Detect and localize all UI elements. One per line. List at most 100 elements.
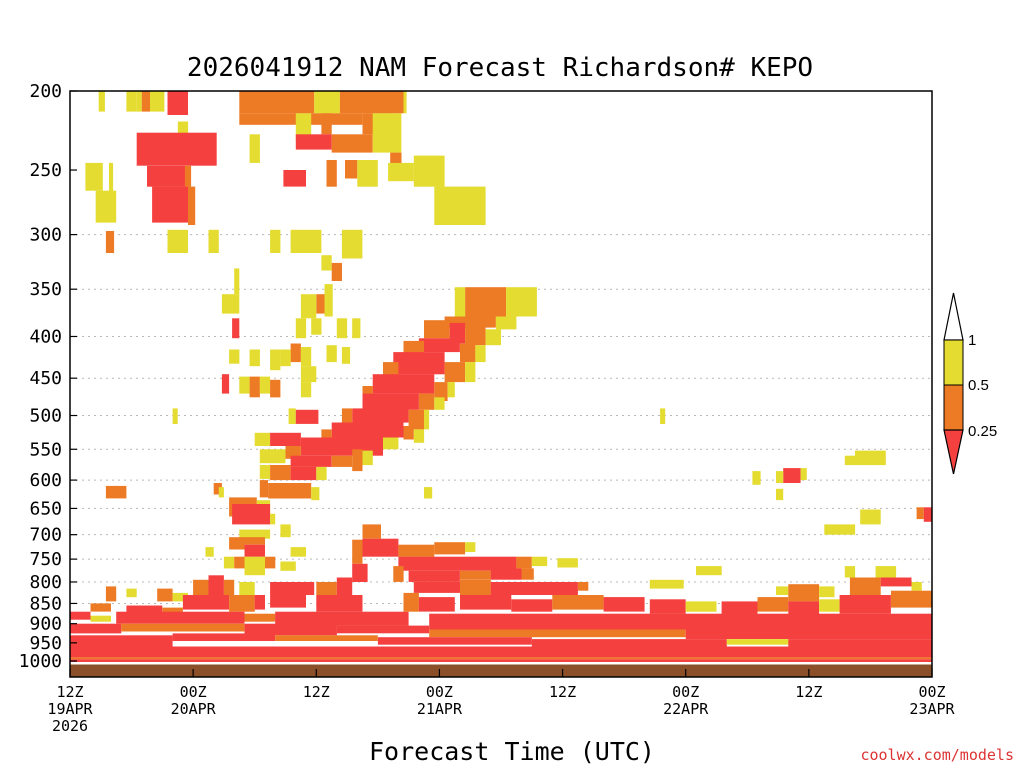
x-tick-label: 23APR bbox=[909, 700, 955, 718]
ri-cell bbox=[321, 255, 332, 271]
ri-cell bbox=[516, 556, 532, 569]
ri-cell bbox=[249, 134, 260, 163]
ri-cell bbox=[429, 629, 686, 638]
richardson-cells bbox=[70, 91, 932, 662]
x-tick-label: 00Z bbox=[918, 683, 945, 701]
ri-cell bbox=[362, 538, 399, 557]
ri-cell bbox=[398, 556, 517, 571]
ri-cell bbox=[521, 568, 534, 580]
ri-cell bbox=[162, 607, 183, 616]
ri-cell bbox=[109, 162, 114, 198]
ri-cell bbox=[578, 582, 589, 591]
ri-cell bbox=[800, 468, 807, 481]
ri-cell bbox=[234, 556, 245, 569]
ri-cell bbox=[336, 577, 353, 595]
ri-cell bbox=[377, 637, 532, 645]
y-tick-label: 900 bbox=[29, 614, 62, 635]
y-tick-label: 950 bbox=[29, 633, 62, 654]
ri-cell bbox=[345, 160, 358, 179]
credit-text[interactable]: coolwx.com/models bbox=[860, 746, 1014, 764]
ri-cell bbox=[844, 566, 856, 578]
ri-cell bbox=[316, 294, 325, 314]
legend-swatch-025-05 bbox=[943, 384, 964, 431]
ri-cell bbox=[788, 601, 820, 616]
ri-cell bbox=[311, 487, 320, 501]
ri-cell bbox=[126, 605, 163, 616]
ri-cell bbox=[331, 422, 404, 438]
y-tick-label: 1000 bbox=[19, 651, 62, 672]
y-tick-label: 850 bbox=[29, 593, 62, 614]
ri-cell bbox=[696, 566, 722, 576]
ri-cell bbox=[270, 595, 306, 608]
ri-cell bbox=[531, 556, 548, 567]
x-tick-label: 12Z bbox=[56, 683, 83, 701]
ri-cell bbox=[413, 429, 425, 443]
ri-cell bbox=[280, 561, 296, 571]
ri-cell bbox=[126, 588, 137, 598]
x-tick-label: 21APR bbox=[417, 700, 463, 718]
x-tick-label: 00Z bbox=[180, 683, 207, 701]
ri-cell bbox=[90, 603, 111, 612]
y-tick-label: 800 bbox=[29, 572, 62, 593]
x-tick-label: 2026 bbox=[52, 717, 88, 735]
ri-cell bbox=[475, 345, 486, 363]
ri-cell bbox=[776, 586, 789, 595]
ri-cell bbox=[244, 623, 337, 636]
ri-cell bbox=[141, 91, 150, 112]
ri-cell bbox=[649, 599, 686, 614]
ri-cell bbox=[270, 465, 291, 481]
ri-cell bbox=[824, 524, 856, 535]
ri-cell bbox=[757, 597, 789, 612]
ri-cell bbox=[300, 294, 317, 319]
ri-cell bbox=[485, 329, 501, 346]
y-axis: 200 250 300 350 400 450 500 550 600 650 700 7508008… bbox=[19, 81, 77, 672]
ri-cell bbox=[270, 349, 281, 371]
ri-cell bbox=[465, 542, 476, 552]
ri-cell bbox=[70, 635, 173, 647]
ri-cell bbox=[121, 623, 245, 632]
ri-cell bbox=[460, 570, 491, 580]
ri-cell bbox=[326, 345, 337, 363]
ri-cell bbox=[105, 231, 115, 253]
ri-cell bbox=[408, 409, 424, 430]
ri-cell bbox=[465, 327, 486, 346]
ri-cell bbox=[331, 134, 373, 153]
ri-cell bbox=[413, 155, 445, 187]
ri-cell bbox=[362, 450, 373, 466]
ri-cell bbox=[424, 320, 450, 339]
ri-cell bbox=[321, 113, 332, 135]
ri-cell bbox=[372, 374, 435, 394]
ri-cell bbox=[649, 579, 684, 589]
ri-cell bbox=[275, 611, 409, 626]
ri-cell bbox=[239, 529, 271, 539]
ri-cell bbox=[839, 595, 891, 614]
ri-cell bbox=[167, 91, 188, 115]
ri-cell bbox=[316, 582, 337, 595]
ri-cell bbox=[324, 284, 333, 317]
ri-cell bbox=[531, 639, 727, 649]
ri-cell bbox=[167, 229, 188, 253]
legend-label: 0.5 bbox=[968, 377, 989, 394]
y-tick-label: 500 bbox=[29, 406, 62, 427]
ri-cell bbox=[285, 446, 301, 459]
x-tick-label: 20APR bbox=[171, 700, 217, 718]
ri-cell bbox=[239, 582, 255, 595]
ri-cell bbox=[875, 566, 897, 578]
ri-cell bbox=[352, 539, 363, 564]
ri-cell bbox=[357, 160, 378, 187]
ri-cell bbox=[295, 318, 307, 339]
ri-cell bbox=[721, 601, 758, 616]
ri-cell bbox=[270, 229, 281, 253]
x-tick-label: 22APR bbox=[663, 700, 709, 718]
ri-cell bbox=[341, 229, 363, 259]
ri-cell bbox=[460, 343, 476, 363]
ri-cell bbox=[234, 268, 240, 295]
ri-cell bbox=[495, 316, 517, 330]
ri-cell bbox=[259, 449, 286, 464]
ri-cell bbox=[418, 338, 460, 353]
ri-cell bbox=[249, 376, 260, 398]
ri-cell bbox=[819, 599, 840, 612]
ri-cell bbox=[490, 582, 578, 595]
ri-cell bbox=[331, 262, 342, 281]
